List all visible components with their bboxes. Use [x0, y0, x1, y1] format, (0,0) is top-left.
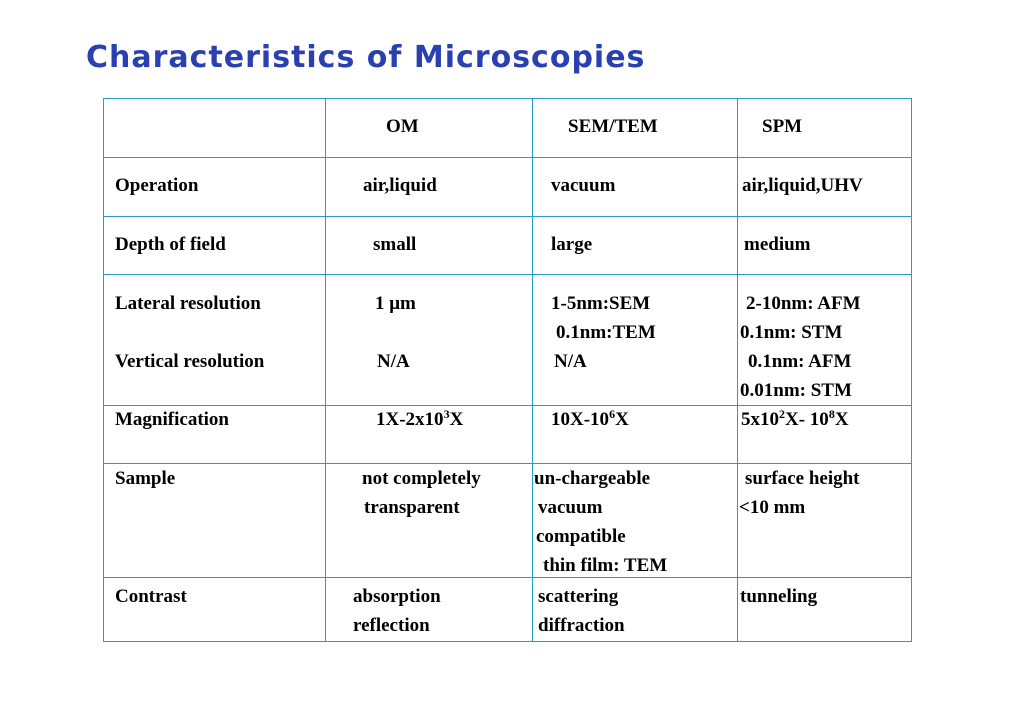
cell-om-operation: air,liquid — [363, 175, 437, 196]
cell-spm-contrast: tunneling — [740, 586, 818, 607]
cell-sem-contrast: scattering diffraction — [538, 586, 625, 636]
cell-om-magnification: 1X-2x103X — [376, 407, 464, 430]
row-divider — [104, 577, 911, 578]
cell-om-depth: small — [373, 234, 417, 255]
cell-sem-depth: large — [551, 234, 593, 255]
cell-sem-lateral: 1-5nm:SEM 0.1nm:TEM — [551, 293, 656, 343]
row-label-sample: Sample — [115, 468, 176, 489]
microscopy-comparison-table: OM SEM/TEM SPM Operation air,liquid vacu… — [103, 98, 912, 642]
row-label-magnification: Magnification — [115, 409, 229, 430]
cell-om-contrast: absorption reflection — [353, 586, 441, 636]
cell-spm-depth: medium — [744, 234, 811, 255]
cell-spm-sample: surface height <10 mm — [739, 468, 860, 518]
row-divider — [104, 157, 911, 158]
column-divider — [325, 99, 326, 641]
cell-spm-magnification: 5x102X- 108X — [741, 407, 849, 430]
row-label-vertical-resolution: Vertical resolution — [115, 351, 265, 372]
cell-sem-sample: un-chargeable vacuum compatible thin film: … — [534, 468, 668, 576]
header-sem-tem: SEM/TEM — [568, 116, 658, 137]
column-divider — [532, 99, 533, 641]
row-label-contrast: Contrast — [115, 586, 187, 607]
header-spm: SPM — [762, 116, 803, 137]
row-label-lateral-resolution: Lateral resolution — [115, 293, 261, 314]
cell-sem-operation: vacuum — [551, 175, 616, 196]
cell-om-sample: not completely transparent — [362, 468, 481, 518]
cell-om-vertical: N/A — [377, 351, 410, 372]
row-divider — [104, 216, 911, 217]
page-title: Characteristics of Microscopies — [86, 40, 646, 75]
header-om: OM — [386, 116, 419, 137]
row-divider — [104, 463, 911, 464]
cell-spm-vertical: 0.1nm: AFM 0.01nm: STM — [740, 351, 852, 401]
row-label-operation: Operation — [115, 175, 199, 196]
row-divider — [104, 274, 911, 275]
cell-om-lateral: 1 μm — [375, 293, 416, 314]
row-label-depth-of-field: Depth of field — [115, 234, 226, 255]
cell-spm-operation: air,liquid,UHV — [742, 175, 863, 196]
cell-sem-magnification: 10X-106X — [551, 407, 629, 430]
cell-sem-vertical: N/A — [554, 351, 587, 372]
row-divider — [104, 405, 911, 406]
cell-spm-lateral: 2-10nm: AFM 0.1nm: STM — [740, 293, 861, 343]
column-divider — [737, 99, 738, 641]
